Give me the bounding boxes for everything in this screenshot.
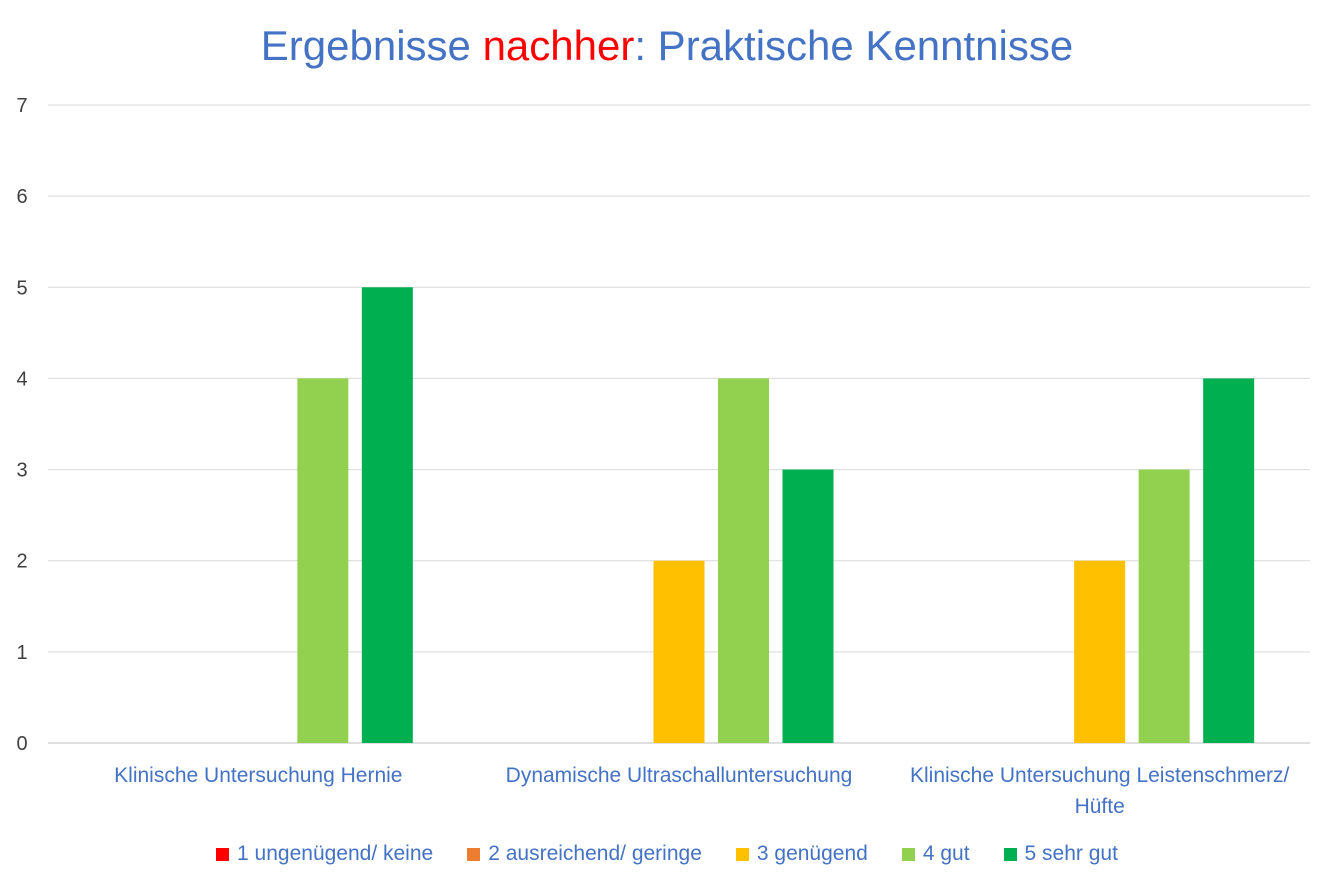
bar <box>653 560 705 743</box>
bar <box>718 378 769 743</box>
title-part-2: : Praktische Kenntnisse <box>634 22 1074 69</box>
legend-label: 5 sehr gut <box>1024 842 1118 865</box>
bar <box>1138 469 1190 743</box>
legend-label: 3 genügend <box>756 842 868 865</box>
bar <box>361 287 413 743</box>
y-tick-label: 4 <box>16 368 27 390</box>
legend-item: 5 sehr gut <box>1003 842 1118 866</box>
legend-item: 1 ungenügend/ keine <box>216 842 433 866</box>
title-part-1: Ergebnisse <box>260 22 483 69</box>
bar <box>297 378 349 743</box>
x-tick-label: Dynamische Ultraschalluntersuchung <box>506 764 853 787</box>
y-tick-label: 6 <box>16 186 27 208</box>
bars <box>297 287 1255 743</box>
x-tick-label: Klinische Untersuchung Hernie <box>114 764 402 787</box>
y-tick-label: 3 <box>16 460 27 482</box>
bar-chart: 0 1 2 3 4 5 6 7 Klinische Untersuchung Hernie Dy… <box>16 95 1310 818</box>
title-highlight: nachher <box>482 22 635 69</box>
legend-label: 1 ungenügend/ keine <box>237 842 434 865</box>
legend-swatch <box>1003 847 1017 861</box>
y-tick-label: 2 <box>16 551 27 573</box>
y-tick-label: 7 <box>16 95 27 117</box>
x-axis: Klinische Untersuchung Hernie Dynamische … <box>114 764 1289 818</box>
bar <box>1203 378 1255 743</box>
legend-item: 2 ausreichend/ geringe <box>467 842 702 866</box>
y-tick-label: 0 <box>16 733 27 755</box>
bar <box>782 469 834 743</box>
x-tick-label: Hüfte <box>1075 795 1125 818</box>
y-axis: 0 1 2 3 4 5 6 7 <box>16 95 27 755</box>
y-tick-label: 5 <box>16 277 27 299</box>
legend-swatch <box>901 847 915 861</box>
x-tick-label: Klinische Untersuchung Leistenschmerz/ <box>910 764 1290 787</box>
legend-item: 4 gut <box>901 842 970 866</box>
legend-swatch <box>735 847 749 861</box>
legend-label: 2 ausreichend/ geringe <box>488 842 702 865</box>
legend-label: 4 gut <box>922 842 970 865</box>
legend-swatch <box>216 847 230 861</box>
chart-title: Ergebnisse nachher: Praktische Kenntniss… <box>0 22 1334 70</box>
bar <box>1074 560 1126 743</box>
legend: 1 ungenügend/ keine 2 ausreichend/ gering… <box>0 842 1334 866</box>
legend-item: 3 genügend <box>735 842 868 866</box>
legend-swatch <box>467 847 481 861</box>
y-tick-label: 1 <box>16 642 27 664</box>
